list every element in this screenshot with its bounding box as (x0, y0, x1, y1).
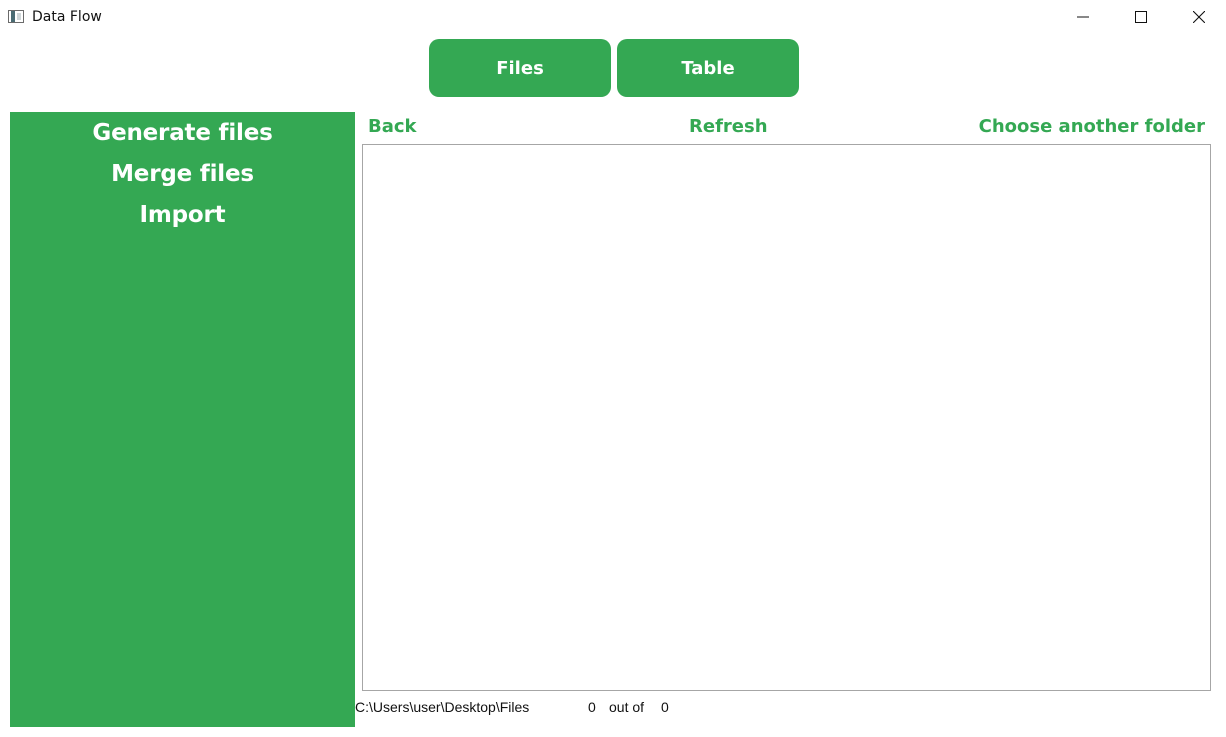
file-count-separator: out of (609, 699, 645, 715)
maximize-button[interactable] (1118, 0, 1164, 34)
file-count-total: 0 (661, 699, 669, 715)
tab-files[interactable]: Files (429, 39, 611, 97)
sidebar-item-merge-files[interactable]: Merge files (111, 161, 254, 187)
app-window-icon (8, 10, 24, 23)
close-icon (1193, 11, 1205, 23)
minimize-button[interactable] (1060, 0, 1106, 34)
window-title: Data Flow (32, 9, 102, 25)
choose-folder-button[interactable]: Choose another folder (978, 116, 1205, 137)
title-bar: Data Flow (0, 0, 1226, 34)
refresh-button[interactable]: Refresh (689, 116, 768, 137)
file-list-panel[interactable] (362, 144, 1211, 691)
close-button[interactable] (1176, 0, 1222, 34)
file-count-current: 0 (588, 699, 596, 715)
back-button[interactable]: Back (368, 116, 417, 137)
sidebar: Generate files Merge files Import (10, 112, 355, 727)
sidebar-item-import[interactable]: Import (139, 202, 226, 228)
sidebar-item-generate-files[interactable]: Generate files (92, 120, 273, 146)
tab-table[interactable]: Table (617, 39, 799, 97)
current-folder-path: C:\Users\user\Desktop\Files (355, 699, 530, 715)
maximize-icon (1135, 11, 1147, 23)
minimize-icon (1077, 16, 1089, 18)
